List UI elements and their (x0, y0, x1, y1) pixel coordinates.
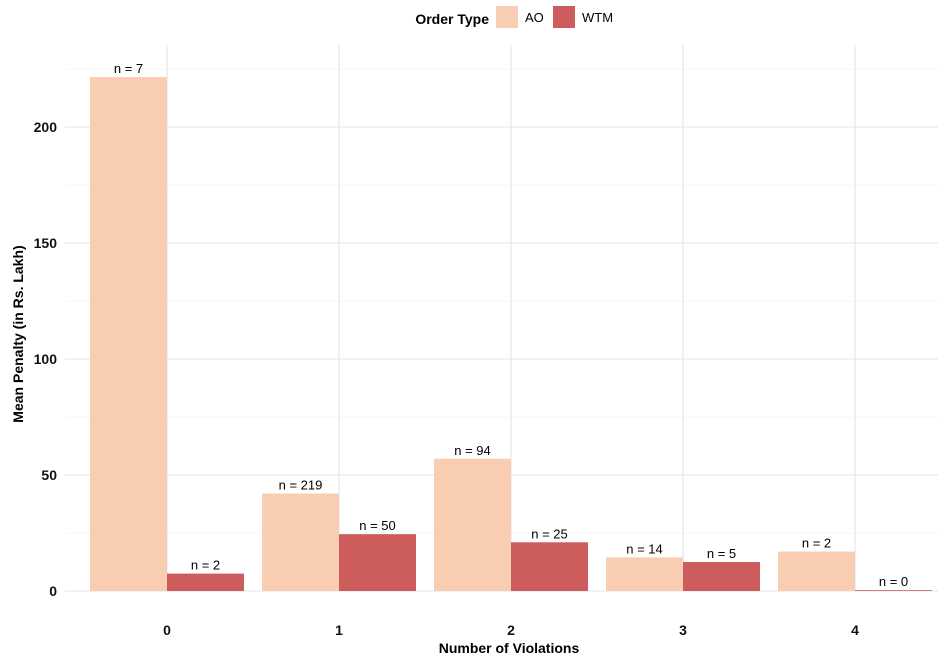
bars (90, 77, 932, 592)
x-tick-label: 4 (851, 622, 859, 638)
bar-count-label: n = 219 (279, 478, 323, 493)
x-tick-label: 1 (335, 622, 343, 638)
bar-labels: n = 7 n = 219 n = 94 n = 14 n = 2 n = 2 n = 50… (114, 61, 908, 589)
bar-count-label: n = 5 (707, 546, 736, 561)
legend-label-wtm: WTM (582, 10, 613, 25)
y-tick-label: 100 (34, 351, 58, 367)
bar-count-label: n = 7 (114, 61, 143, 76)
bar-ao-3 (606, 557, 683, 591)
bar-count-label: n = 2 (802, 536, 831, 551)
bar-count-label: n = 2 (191, 558, 220, 573)
x-tick-label: 3 (679, 622, 687, 638)
bar-count-label: n = 0 (879, 574, 908, 589)
axes: 0 50 100 150 200 0 1 2 3 4 (34, 119, 859, 638)
bar-ao-1 (262, 493, 339, 591)
legend-swatch-ao (496, 6, 518, 28)
y-tick-label: 150 (34, 235, 58, 251)
x-tick-label: 2 (507, 622, 515, 638)
bar-wtm-0 (167, 573, 244, 591)
bar-count-label: n = 50 (359, 518, 396, 533)
y-axis-title: Mean Penalty (in Rs. Lakh) (10, 245, 26, 422)
x-tick-label: 0 (163, 622, 171, 638)
bar-count-label: n = 94 (454, 443, 491, 458)
legend-title: Order Type (415, 11, 489, 27)
y-tick-label: 200 (34, 119, 58, 135)
bar-count-label: n = 25 (531, 526, 568, 541)
bar-ao-0 (90, 77, 167, 592)
bar-wtm-3 (683, 562, 760, 591)
legend: Order Type AO WTM (415, 6, 613, 28)
bar-wtm-2 (511, 542, 588, 591)
y-tick-label: 0 (49, 583, 57, 599)
legend-label-ao: AO (525, 10, 544, 25)
bar-wtm-1 (339, 534, 416, 591)
bar-count-label: n = 14 (626, 541, 663, 556)
bar-ao-4 (778, 551, 855, 591)
bar-ao-2 (434, 458, 511, 591)
x-axis-title: Number of Violations (439, 640, 580, 656)
bar-wtm-4 (855, 590, 932, 591)
y-tick-label: 50 (41, 467, 57, 483)
legend-swatch-wtm (553, 6, 575, 28)
